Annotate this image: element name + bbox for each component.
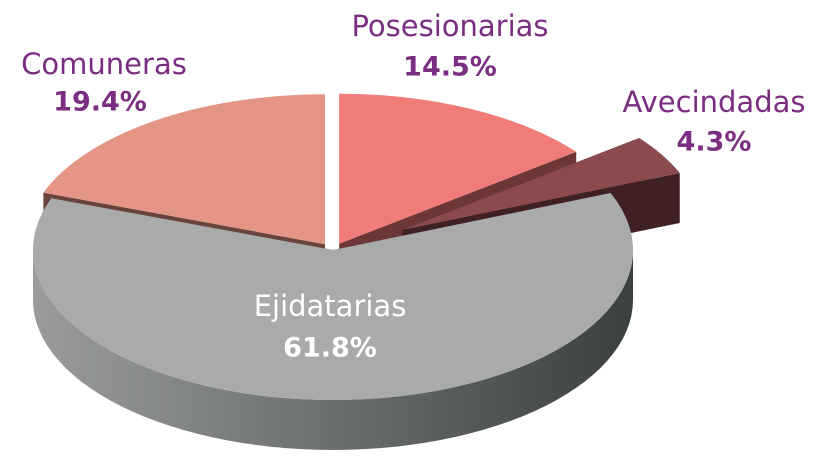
slice-side [33,250,633,450]
pie-slice [43,94,325,245]
pie-slice [339,93,577,244]
value-label: 14.5% [403,52,497,83]
pie-slice [32,193,633,400]
labels: Posesionarias 14.5% Avecindadas 4.3% Eji… [21,9,805,364]
value-label: 19.4% [53,87,147,118]
pie [32,93,680,450]
pie-slice [402,138,680,230]
value-label: 4.3% [677,127,752,158]
value-label: 61.8% [283,333,377,364]
slice-label: Ejidatarias [254,289,407,323]
slice-label: Posesionarias [351,9,548,43]
slice-label: Comuneras [21,47,187,81]
slice-label: Avecindadas [623,85,806,119]
